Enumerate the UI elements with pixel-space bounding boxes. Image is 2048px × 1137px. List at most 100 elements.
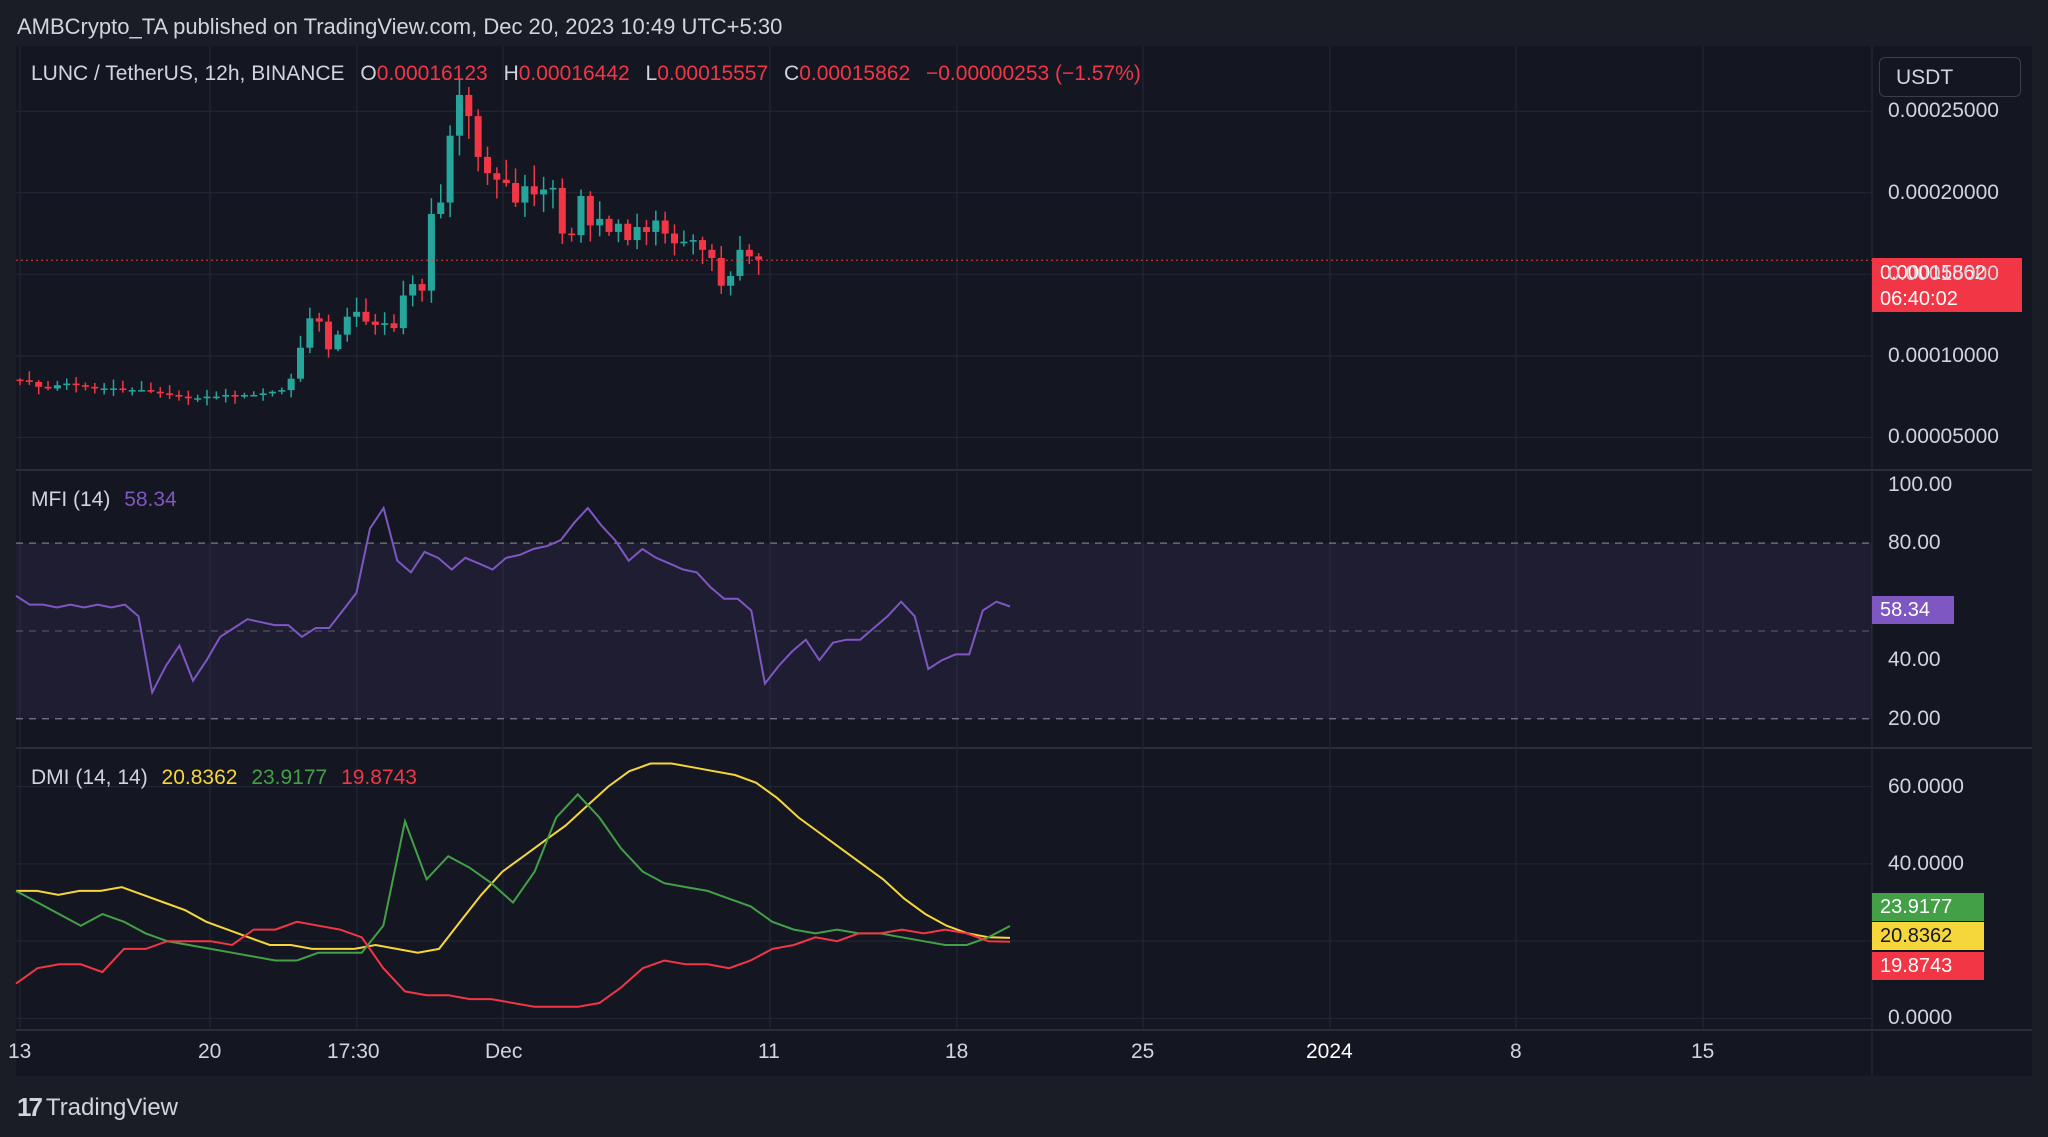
candle-body (465, 94, 473, 117)
candle-body (315, 318, 323, 322)
candle-body (689, 240, 697, 242)
candle-body (278, 390, 286, 392)
dmi-plus-di-line (15, 792, 1011, 962)
candle-body (427, 213, 435, 291)
mfi-y-tick-label: 80.00 (1888, 531, 1941, 555)
x-tick-label: 15 (1691, 1040, 1715, 1063)
low-label: L (645, 62, 658, 85)
x-tick-label: 20 (198, 1040, 222, 1063)
mfi-y-tick-label: 100.00 (1888, 472, 1953, 496)
close-value: 0.00015862 (799, 62, 911, 85)
candle-body (558, 187, 566, 234)
last-price-value: 0.00015862 (1880, 262, 1986, 284)
candle-body (642, 227, 650, 232)
dmi-minus-di-value: 19.8743 (341, 766, 417, 789)
candle-body (614, 223, 622, 232)
x-tick-label: Dec (485, 1040, 523, 1063)
price-y-tick-label: 0.00020000 (1888, 180, 1999, 204)
candle-body (334, 334, 342, 350)
candle-body (736, 249, 744, 276)
candle-body (680, 241, 688, 244)
mfi-line (15, 505, 1011, 696)
mfi-y-tick-label: 40.00 (1888, 648, 1941, 672)
x-tick-label: 17:30 (327, 1040, 380, 1063)
candle-body (755, 256, 763, 260)
price-y-tick-label: 0.00015000 (1888, 262, 1999, 286)
candle-body (717, 258, 725, 286)
candle-body (250, 394, 258, 397)
candle-body (138, 390, 146, 392)
candle-body (297, 347, 304, 379)
candle-body (353, 311, 361, 317)
candle-body (446, 135, 454, 203)
dmi-y-tick-label: 40.0000 (1888, 851, 1964, 875)
mfi-value-tag: 58.34 (1872, 596, 1954, 624)
candle-body (175, 394, 183, 397)
x-tick-label: 25 (1131, 1040, 1155, 1063)
candle-body (156, 391, 164, 394)
candle-body (577, 196, 585, 236)
candle-body (605, 218, 613, 232)
x-tick-label: 13 (8, 1040, 32, 1063)
dmi-adx-line (16, 762, 1011, 954)
candle-body (661, 220, 669, 234)
candle-body (240, 394, 248, 397)
candle-body (521, 186, 529, 203)
dmi-plus-di-value: 23.9177 (251, 766, 328, 789)
tradingview-logo[interactable]: 17 TradingView (17, 1092, 178, 1123)
candle-body (409, 284, 417, 296)
candle-body (596, 218, 604, 226)
symbol-name[interactable]: LUNC / TetherUS, 12h, BINANCE (31, 62, 345, 85)
low-value: 0.00015557 (657, 62, 769, 85)
tradingview-logo-icon: 17 (17, 1092, 43, 1122)
high-value: 0.00016442 (518, 62, 630, 85)
change-value: −0.00000253 (−1.57%) (925, 62, 1141, 85)
candle-body (306, 318, 314, 348)
minus-di-tag: 19.8743 (1872, 952, 1984, 980)
price-y-tick-label: 0.00025000 (1888, 99, 1999, 123)
dmi-y-tick-label: 0.0000 (1888, 1006, 1953, 1030)
candle-body (166, 393, 174, 395)
candle-body (540, 189, 548, 195)
mfi-legend[interactable]: MFI (14) 58.34 (31, 488, 185, 512)
candle-body (287, 378, 295, 391)
plus-di-tag: 23.9177 (1872, 893, 1984, 921)
candle-body (455, 94, 463, 136)
candle-body (530, 186, 538, 195)
candle-body (502, 179, 510, 183)
dmi-minus-di-line (15, 920, 1011, 1008)
candle-body (399, 295, 407, 329)
candle-body (652, 220, 660, 232)
candle-body (633, 227, 641, 241)
dmi-y-tick-label: 60.0000 (1888, 774, 1964, 798)
candle-body (72, 383, 80, 386)
candle-body (63, 383, 71, 386)
candle-body (484, 156, 491, 174)
dmi-label: DMI (14, 14) (31, 766, 148, 789)
candle-body (586, 196, 594, 226)
chart-area[interactable] (16, 46, 2032, 1076)
candle-body (624, 223, 632, 241)
dmi-legend[interactable]: DMI (14, 14) 20.8362 23.9177 19.8743 (31, 766, 425, 790)
bar-countdown: 06:40:02 (1880, 288, 1958, 310)
mfi-label: MFI (14) (31, 488, 111, 511)
adx-tag: 20.8362 (1872, 922, 1984, 950)
candle-body (371, 321, 379, 325)
candle-body (212, 396, 220, 399)
mfi-legend-value: 58.34 (124, 488, 177, 511)
candle-body (231, 394, 239, 397)
candle-body (549, 187, 557, 190)
candle-body (474, 116, 482, 157)
candle-body (147, 390, 155, 392)
tradingview-logo-text: TradingView (45, 1093, 178, 1121)
candle-body (16, 379, 24, 382)
candle-body (727, 275, 735, 286)
candle-body (568, 233, 576, 236)
candle-body (745, 249, 753, 257)
close-label: C (784, 62, 800, 85)
candle-body (203, 396, 211, 399)
currency-button[interactable]: USDT (1879, 57, 2021, 97)
x-tick-label: 11 (758, 1040, 780, 1063)
x-tick-label: 18 (945, 1040, 969, 1063)
